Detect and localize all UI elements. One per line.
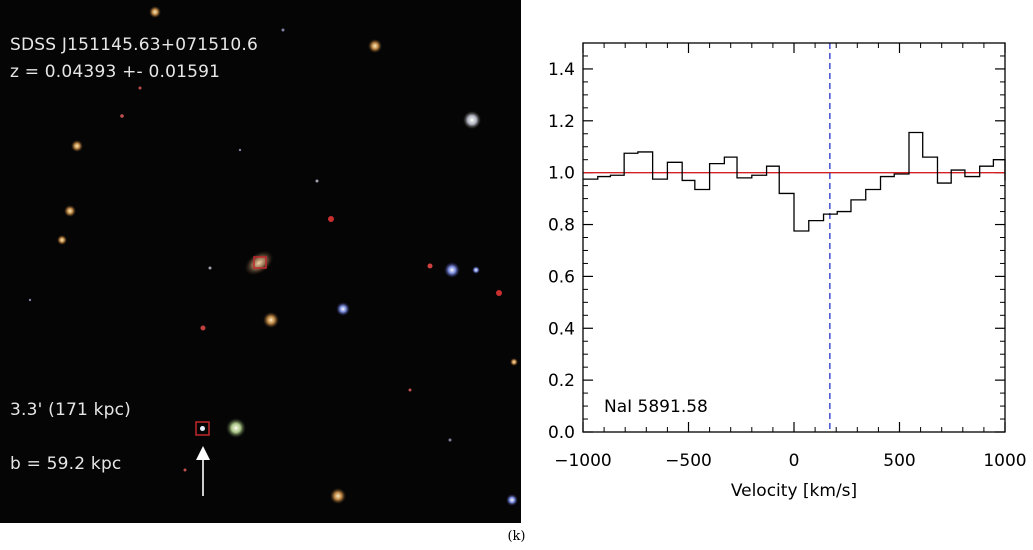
up-arrow-icon [196, 446, 210, 496]
y-tick-label: 0.2 [548, 371, 575, 391]
x-tick-label: 1000 [983, 451, 1026, 471]
quasar-marker [195, 421, 210, 436]
y-tick-label: 0.8 [548, 216, 575, 236]
y-tick-label: 0.4 [548, 319, 575, 339]
spectrum-histogram [583, 131, 1006, 232]
y-tick-label: 0.6 [548, 267, 575, 287]
host-galaxy-marker [253, 256, 267, 269]
x-tick-label: −1000 [554, 451, 612, 471]
nai-velocity-chart: −1000 −500 0 500 1000 0.0 0.2 0.4 0.6 0.8 1.0 1.2 1.… [548, 42, 1027, 501]
redshift-label: z = 0.04393 +- 0.01591 [10, 62, 221, 82]
figure-label: (k) [507, 529, 526, 544]
x-tick-label: −500 [665, 451, 712, 471]
x-tick-label: 0 [789, 451, 800, 471]
y-tick-label: 1.4 [548, 60, 575, 80]
sky-field-image [28, 6, 518, 506]
angular-separation-label: 3.3' (171 kpc) [10, 400, 132, 420]
line-id-annotation: NaI 5891.58 [604, 397, 708, 417]
stars [28, 6, 518, 506]
axis-ticks [582, 43, 1006, 433]
x-axis-label: Velocity [km/s] [731, 481, 857, 501]
tick-labels: −1000 −500 0 500 1000 0.0 0.2 0.4 0.6 0.8 1.0 1.2 1.… [548, 60, 1027, 471]
impact-parameter-label: b = 59.2 kpc [10, 454, 122, 474]
sdss-image-panel: SDSS J151145.63+071510.6 z = 0.04393 +- … [0, 0, 521, 523]
plot-frame [582, 42, 1006, 433]
y-tick-label: 1.0 [548, 164, 575, 184]
y-tick-label: 1.2 [548, 112, 575, 132]
x-tick-label: 500 [883, 451, 915, 471]
target-galaxy [244, 250, 274, 276]
object-name-label: SDSS J151145.63+071510.6 [10, 35, 258, 55]
y-tick-label: 0.0 [548, 423, 575, 443]
